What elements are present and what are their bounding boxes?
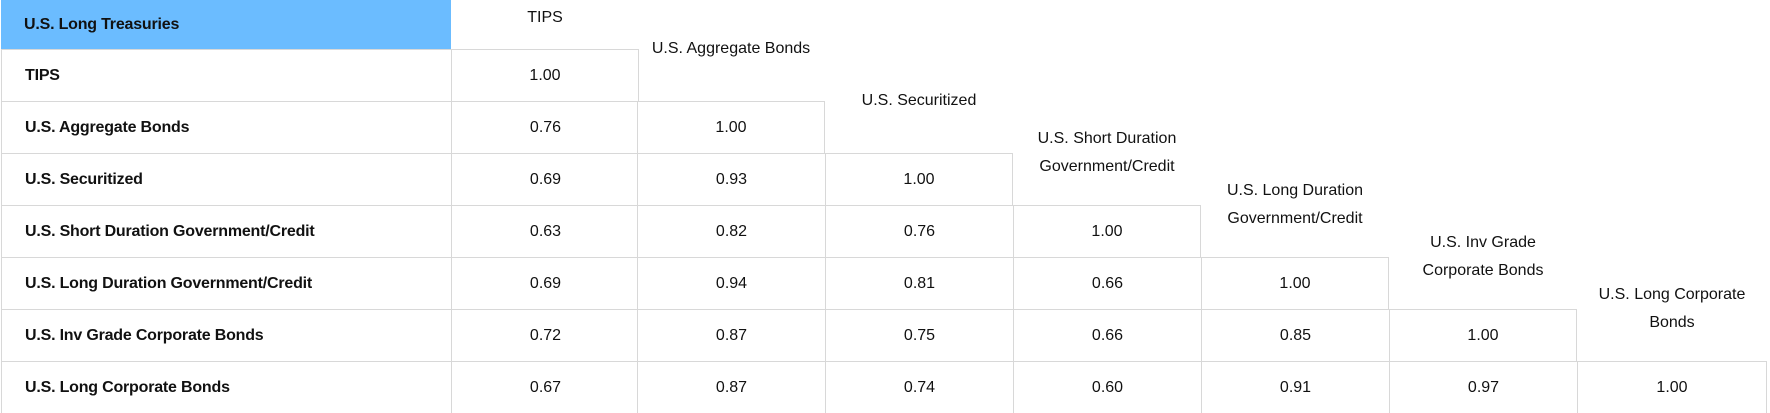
row-label-tips: TIPS bbox=[1, 49, 451, 101]
matrix-cell: 0.87 bbox=[637, 309, 825, 361]
matrix-cell: 0.66 bbox=[1013, 309, 1201, 361]
row-label-u-s-long-duration-government-credit: U.S. Long Duration Government/Credit bbox=[1, 257, 451, 309]
matrix-cell: 0.76 bbox=[451, 101, 639, 153]
matrix-cell: 0.94 bbox=[637, 257, 825, 309]
matrix-cell: 0.60 bbox=[1013, 361, 1201, 413]
matrix-cell: 1.00 bbox=[1013, 205, 1201, 257]
column-header-u-s-long-corporate-bonds: U.S. Long Corporate Bonds bbox=[1598, 285, 1746, 331]
row-label-u-s-securitized: U.S. Securitized bbox=[1, 153, 451, 205]
row-label-u-s-short-duration-government-credit: U.S. Short Duration Government/Credit bbox=[1, 205, 451, 257]
matrix-cell: 0.91 bbox=[1201, 361, 1389, 413]
matrix-cell: 0.85 bbox=[1201, 309, 1389, 361]
row-label-u-s-long-corporate-bonds: U.S. Long Corporate Bonds bbox=[1, 361, 451, 413]
matrix-cell: 0.87 bbox=[637, 361, 825, 413]
matrix-cell: 1.00 bbox=[825, 153, 1013, 205]
matrix-cell: 0.69 bbox=[451, 153, 639, 205]
matrix-cell: 0.75 bbox=[825, 309, 1013, 361]
column-header-u-s-aggregate-bonds: U.S. Aggregate Bonds bbox=[651, 39, 811, 57]
matrix-cell: 0.81 bbox=[825, 257, 1013, 309]
matrix-cell: 0.66 bbox=[1013, 257, 1201, 309]
matrix-cell: 0.76 bbox=[825, 205, 1013, 257]
matrix-cell: 1.00 bbox=[1577, 361, 1767, 413]
matrix-cell: 0.67 bbox=[451, 361, 639, 413]
corner-header: U.S. Long Treasuries bbox=[1, 0, 451, 49]
matrix-cell: 1.00 bbox=[451, 49, 639, 101]
column-header-u-s-inv-grade-corporate-bonds: U.S. Inv Grade Corporate Bonds bbox=[1422, 233, 1544, 279]
matrix-cell: 1.00 bbox=[1201, 257, 1389, 309]
column-header-u-s-long-duration-government-credit: U.S. Long Duration Government/Credit bbox=[1226, 181, 1364, 227]
matrix-cell: 0.72 bbox=[451, 309, 639, 361]
row-label-u-s-inv-grade-corporate-bonds: U.S. Inv Grade Corporate Bonds bbox=[1, 309, 451, 361]
column-header-u-s-short-duration-government-credit: U.S. Short Duration Government/Credit bbox=[1037, 129, 1177, 175]
matrix-cell: 0.63 bbox=[451, 205, 639, 257]
matrix-cell: 0.82 bbox=[637, 205, 825, 257]
matrix-cell: 1.00 bbox=[1389, 309, 1577, 361]
matrix-cell: 0.93 bbox=[637, 153, 825, 205]
column-header-u-s-securitized: U.S. Securitized bbox=[861, 91, 977, 109]
matrix-cell: 0.97 bbox=[1389, 361, 1577, 413]
matrix-cell: 1.00 bbox=[637, 101, 825, 153]
column-header-tips: TIPS bbox=[527, 9, 563, 26]
matrix-cell: 0.69 bbox=[451, 257, 639, 309]
matrix-cell: 0.74 bbox=[825, 361, 1013, 413]
row-label-u-s-aggregate-bonds: U.S. Aggregate Bonds bbox=[1, 101, 451, 153]
